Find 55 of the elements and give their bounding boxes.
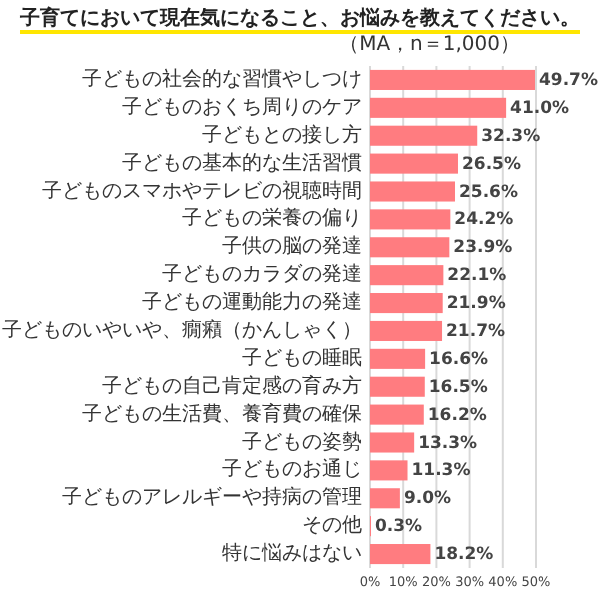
data-label: 16.2% — [427, 405, 488, 426]
y-tick-label: 子どものおくち周りのケア — [122, 96, 362, 119]
bar — [370, 209, 451, 230]
bar — [370, 376, 425, 397]
data-label: 13.3% — [418, 433, 479, 454]
bar — [370, 69, 535, 90]
data-label: 23.9% — [453, 238, 514, 259]
data-label: 41.0% — [510, 98, 571, 119]
bar — [370, 265, 444, 286]
y-tick-label: 子どもの基本的な生活習慣 — [122, 150, 362, 175]
data-label: 25.6% — [458, 182, 519, 203]
data-label: 9.0% — [403, 489, 452, 510]
data-label: 18.2% — [434, 545, 495, 566]
y-tick-label: 子どものスマホやテレビの視聴時間 — [42, 178, 362, 203]
data-label: 11.3% — [411, 461, 472, 482]
y-tick-label: 子どものカラダの発達 — [162, 262, 362, 287]
y-tick-label: 子どものいやいや、癇癪（かんしゃく） — [2, 317, 362, 342]
bar — [370, 348, 426, 369]
data-label: 0.3% — [375, 517, 424, 538]
y-tick-label: 子どもの社会的な習慣やしつけ — [82, 66, 362, 91]
bar — [370, 153, 458, 174]
y-tick-label: 子どもの生活費、養育費の確保 — [82, 401, 362, 426]
data-label: 22.1% — [447, 266, 508, 287]
y-tick-label: 子どもとの接し方 — [202, 122, 362, 147]
bar — [370, 237, 450, 258]
data-label: 21.7% — [446, 321, 506, 342]
bar — [370, 488, 400, 509]
data-label: 32.3% — [481, 126, 542, 147]
bar — [370, 320, 443, 341]
bar — [370, 97, 507, 118]
y-tick-label: 子どもの姿勢 — [242, 429, 362, 454]
y-tick-label: 特に悩みはない — [222, 541, 362, 566]
data-label: 16.5% — [428, 377, 489, 398]
bar — [370, 181, 455, 202]
y-tick-label: 子どもの自己肯定感の育み方 — [102, 373, 362, 398]
y-tick-label: 子どもの運動能力の発達 — [142, 290, 362, 315]
bar — [370, 544, 431, 565]
bar — [370, 293, 443, 314]
y-tick-label: 子どもの栄養の偏り — [182, 206, 362, 231]
data-label: 21.9% — [446, 294, 507, 315]
bar — [370, 125, 478, 146]
data-label: 16.6% — [429, 349, 490, 370]
y-tick-label: 子どものアレルギーや持病の管理 — [62, 485, 362, 510]
data-label: 24.2% — [454, 210, 515, 231]
data-label: 26.5% — [461, 154, 522, 175]
bar — [370, 460, 408, 481]
bar — [370, 404, 424, 425]
chart-subtitle: （MA，n＝1,000） — [337, 32, 522, 58]
chart-title: 子育てにおいて現在気になること、お悩みを教えてください。 — [20, 8, 580, 34]
y-tick-label: 子どものお通じ — [222, 457, 362, 482]
bar — [370, 432, 415, 453]
data-label: 49.7% — [539, 70, 599, 91]
y-tick-label: 子供の脳の発達 — [222, 234, 362, 259]
y-tick-label: 子どもの睡眠 — [242, 345, 362, 370]
y-tick-label: その他 — [302, 513, 362, 538]
